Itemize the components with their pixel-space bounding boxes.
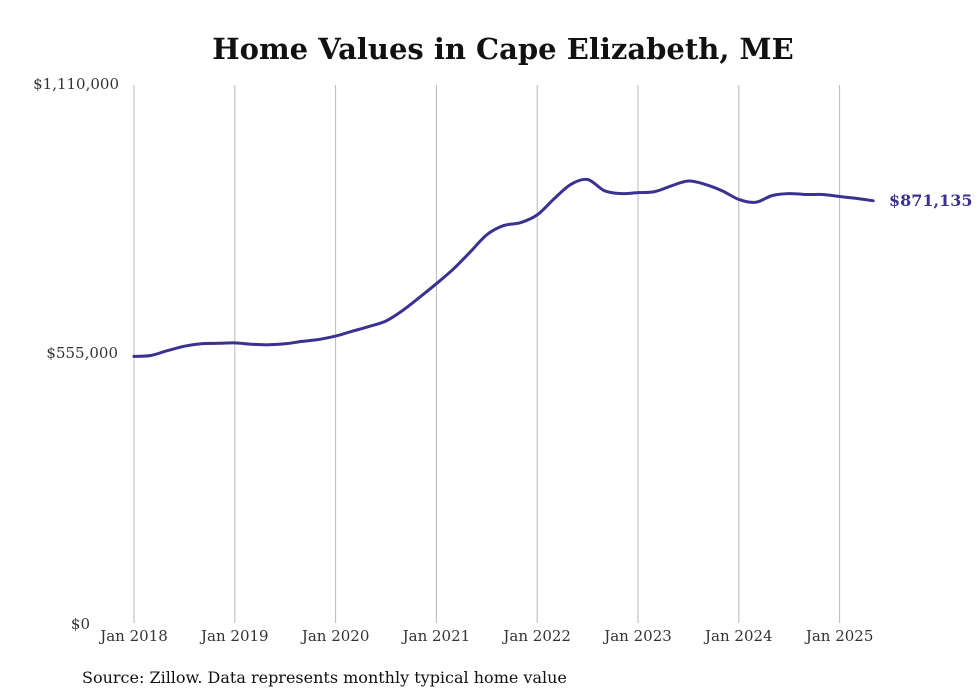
chart-title: Home Values in Cape Elizabeth, ME [212,32,793,66]
x-axis-ticks: Jan 2018 Jan 2019 Jan 2020 Jan 2021 Jan 2022… [98,627,873,645]
x-tick-label: Jan 2023 [602,627,672,645]
y-tick-label: $1,110,000 [33,75,119,93]
source-note: Source: Zillow. Data represents monthly … [82,668,567,687]
x-tick-label: Jan 2020 [300,627,370,645]
y-tick-label: $0 [71,615,90,633]
x-tick-label: Jan 2022 [501,627,571,645]
x-tick-label: Jan 2018 [98,627,168,645]
latest-value-label: $871,135 [889,191,973,210]
y-axis-ticks: $0 $555,000 $1,110,000 [33,75,119,633]
x-tick-label: Jan 2019 [199,627,269,645]
x-tick-label: Jan 2024 [703,627,773,645]
x-tick-label: Jan 2021 [401,627,471,645]
x-tick-label: Jan 2025 [804,627,874,645]
y-tick-label: $555,000 [46,344,118,362]
vertical-grid-lines [133,85,841,623]
home-value-line [132,177,875,358]
